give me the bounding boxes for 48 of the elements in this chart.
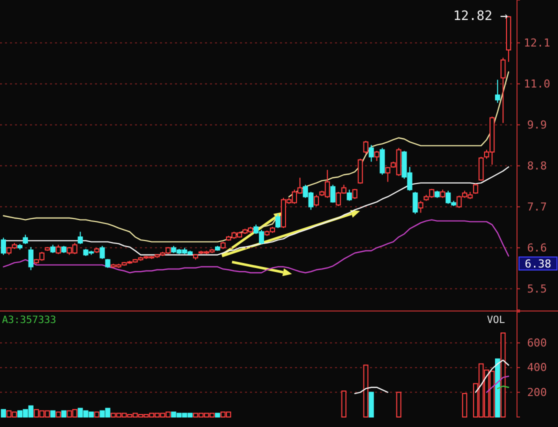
candlestick <box>478 156 484 182</box>
candlestick <box>28 246 34 271</box>
y-tick-label: 11.0 <box>524 77 550 90</box>
chart-title: VOL <box>486 315 505 326</box>
candlestick <box>0 237 6 256</box>
bar <box>368 392 374 418</box>
y-tick-label: 8.8 <box>527 159 547 172</box>
y-tick-label: 5.5 <box>527 282 547 296</box>
annotation: A3:357333 <box>2 315 56 326</box>
bar <box>94 412 100 418</box>
annotation: 12.82 → <box>453 9 508 24</box>
bar <box>61 410 66 418</box>
y-tick-label: 6.6 <box>527 241 547 254</box>
bar <box>215 412 220 418</box>
candlestick <box>56 244 61 255</box>
candlestick <box>78 231 83 245</box>
bar <box>462 393 468 418</box>
bar <box>396 392 402 418</box>
candlestick <box>500 57 506 124</box>
y-tick-label: 9.9 <box>527 118 547 132</box>
y-tick-label: 7.7 <box>527 200 547 214</box>
y-tick-label: 200 <box>527 386 547 399</box>
candlestick <box>100 245 105 260</box>
line-series <box>486 376 510 393</box>
bar <box>363 364 368 418</box>
candlestick <box>412 191 418 214</box>
candlestick <box>314 194 319 207</box>
candlestick <box>380 147 385 176</box>
bar <box>50 410 56 418</box>
bar <box>0 409 6 418</box>
candlestick <box>473 183 478 194</box>
candlestick <box>22 234 28 245</box>
candlestick <box>368 144 374 162</box>
candlestick <box>418 200 424 214</box>
candlestick <box>374 150 380 162</box>
candlestick <box>358 158 363 184</box>
y-tick-label: 12.1 <box>524 36 550 50</box>
bar <box>500 332 506 418</box>
candlestick <box>346 189 352 202</box>
bar <box>495 358 500 418</box>
bar <box>341 390 346 418</box>
candlestick <box>330 184 336 204</box>
y-tick-label: 400 <box>527 361 547 374</box>
text: 6.38 <box>524 258 552 270</box>
y-tick-label: 600 <box>527 336 547 350</box>
candlestick <box>495 79 500 104</box>
candlestick <box>363 140 368 154</box>
bar <box>56 412 61 418</box>
